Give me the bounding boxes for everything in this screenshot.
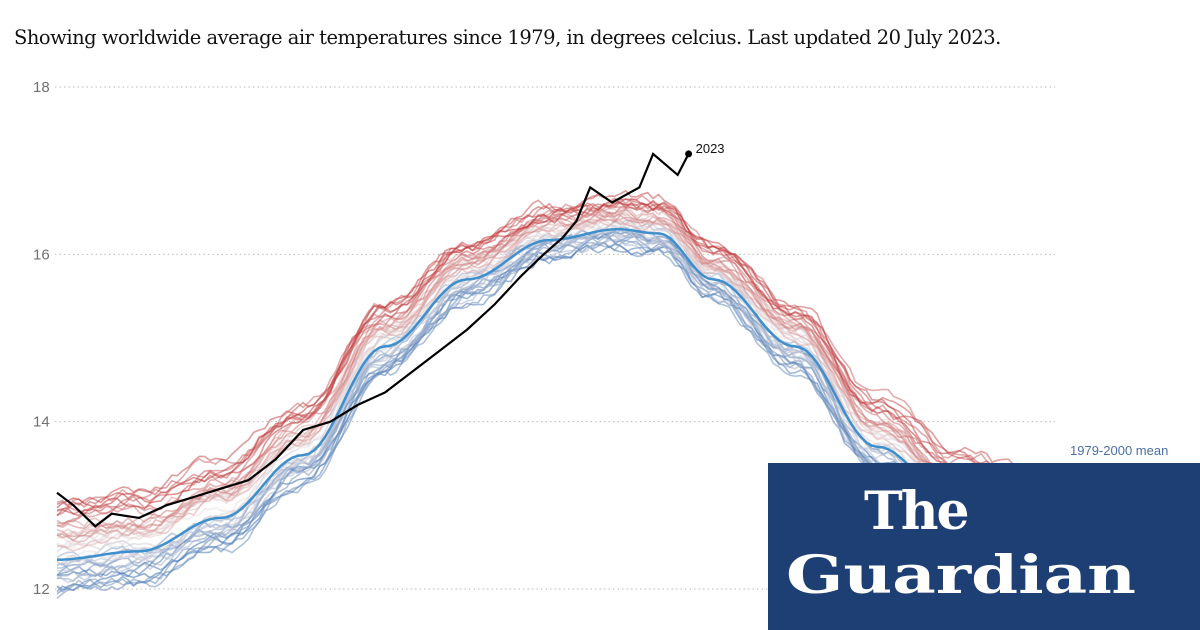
year-line-1994	[56, 230, 1053, 572]
year-line-1987	[56, 229, 1053, 576]
mean-line	[56, 228, 1053, 561]
mean-label: 1979-2000 mean	[1070, 443, 1168, 458]
y-tick-label: 16	[33, 246, 50, 263]
year-line-2005	[56, 211, 1053, 537]
chart-subtitle: Showing worldwide average air temperatur…	[14, 26, 1001, 49]
current-year-group: 2023	[56, 141, 725, 528]
year-line-2015	[56, 200, 1053, 525]
logo-line-1: The	[864, 481, 968, 542]
year-line-2004	[56, 217, 1053, 549]
current-year-line	[56, 152, 690, 528]
y-tick-label: 18	[33, 79, 50, 96]
logo-line-2: Guardian	[786, 545, 1136, 606]
y-tick-label: 14	[33, 414, 50, 431]
guardian-logo: The Guardian	[768, 463, 1200, 630]
year-line-2022	[56, 199, 1053, 510]
current-year-label: 2023	[696, 141, 725, 156]
year-line-2003	[56, 203, 1053, 541]
mean-line-group: 1979-2000 mean	[56, 228, 1168, 561]
year-line-2021	[56, 198, 1053, 517]
current-year-end-dot	[685, 150, 693, 158]
y-tick-label: 12	[33, 581, 50, 598]
year-line-2014	[56, 201, 1053, 527]
